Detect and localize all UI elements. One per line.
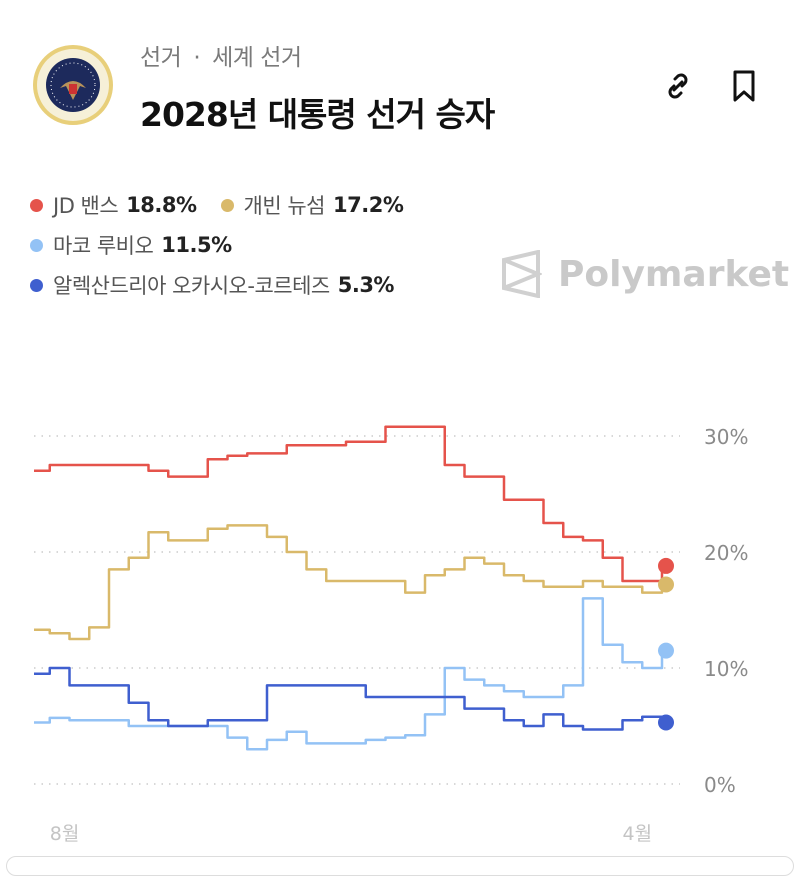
y-tick-label: 30% xyxy=(704,425,748,449)
series-end-marker-0 xyxy=(658,557,674,574)
x-tick-label: 4월 xyxy=(623,823,653,845)
link-icon[interactable] xyxy=(660,68,696,104)
y-tick-label: 10% xyxy=(704,657,748,681)
breadcrumb-elections[interactable]: 선거 xyxy=(140,45,182,71)
legend-value: 11.5% xyxy=(161,233,232,257)
legend-item-aoc: 알렉산드리아 오카시오-코르테즈 5.3% xyxy=(30,270,394,300)
watermark-text: Polymarket xyxy=(558,253,790,295)
legend-label: 마코 루비오 xyxy=(53,234,154,258)
page-title: 2028년 대통령 선거 승자 xyxy=(140,95,495,134)
legend-item-vance: JD 밴스 18.8% xyxy=(30,190,197,220)
polymarket-logo-icon xyxy=(502,250,542,298)
y-tick-label: 0% xyxy=(704,773,736,797)
legend-item-rubio: 마코 루비오 11.5% xyxy=(30,230,232,260)
presidential-seal-logo xyxy=(33,45,113,125)
series-line-3 xyxy=(34,666,666,731)
x-tick-label: 8월 xyxy=(50,823,80,845)
series-end-marker-2 xyxy=(658,642,674,659)
legend-label: JD 밴스 xyxy=(53,194,119,218)
legend-dot xyxy=(220,198,234,212)
series-line-1 xyxy=(34,524,666,641)
legend-row-1: JD 밴스 18.8% 개빈 뉴섬 17.2% xyxy=(30,190,427,220)
legend-value: 5.3% xyxy=(337,273,395,297)
bottom-card xyxy=(6,856,794,876)
series-end-marker-1 xyxy=(658,576,674,593)
series-line-2 xyxy=(34,597,666,751)
breadcrumb-world-elections[interactable]: 세계 선거 xyxy=(212,45,302,71)
breadcrumb: 선거 · 세계 선거 xyxy=(140,38,302,72)
y-tick-label: 20% xyxy=(704,541,748,565)
legend-label: 알렉산드리아 오카시오-코르테즈 xyxy=(53,274,330,298)
series-end-marker-3 xyxy=(658,714,674,731)
legend-dot xyxy=(30,278,43,292)
series-line-0 xyxy=(34,425,666,583)
bookmark-icon[interactable] xyxy=(726,68,762,104)
legend-label: 개빈 뉴섬 xyxy=(243,194,326,218)
legend-value: 17.2% xyxy=(333,193,404,217)
legend-value: 18.8% xyxy=(126,193,197,217)
polymarket-watermark: Polymarket xyxy=(500,250,789,298)
legend-dot xyxy=(30,238,43,252)
breadcrumb-separator: · xyxy=(193,45,201,71)
legend-dot xyxy=(30,198,43,212)
legend-item-newsom: 개빈 뉴섬 17.2% xyxy=(220,190,404,220)
line-chart: 0% 10% 20% 30% 8월 4월 xyxy=(34,425,748,845)
